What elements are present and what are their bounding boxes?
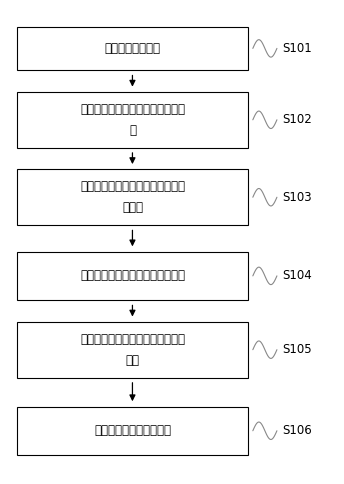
- Bar: [17, 252, 248, 300]
- Text: S105: S105: [282, 343, 312, 356]
- Text: S102: S102: [282, 113, 312, 126]
- Text: 在平坦化层上形成透镜层: 在平坦化层上形成透镜层: [94, 424, 171, 437]
- Text: S106: S106: [282, 424, 312, 437]
- Bar: [17, 322, 248, 378]
- Bar: [17, 92, 248, 148]
- Text: 刻蔭第一初始平坦化层，形成倒三: 刻蔭第一初始平坦化层，形成倒三: [80, 180, 185, 193]
- Text: S103: S103: [282, 191, 312, 204]
- Text: 层: 层: [129, 124, 136, 137]
- Text: 制备形成发光元件: 制备形成发光元件: [105, 42, 160, 55]
- Text: 在发光元件上形成第一初始平坦化: 在发光元件上形成第一初始平坦化: [80, 103, 185, 116]
- Bar: [17, 407, 248, 455]
- Text: 节层: 节层: [126, 354, 139, 367]
- Bar: [17, 169, 248, 225]
- Text: S104: S104: [282, 270, 312, 282]
- Text: 在倒三角凹槽表面形成光路调节层: 在倒三角凹槽表面形成光路调节层: [80, 270, 185, 282]
- Bar: [17, 27, 248, 70]
- Text: S101: S101: [282, 42, 312, 55]
- Text: 形成第二初始平坦化层覆盖光路调: 形成第二初始平坦化层覆盖光路调: [80, 333, 185, 346]
- Text: 角凹槽: 角凹槽: [122, 201, 143, 214]
